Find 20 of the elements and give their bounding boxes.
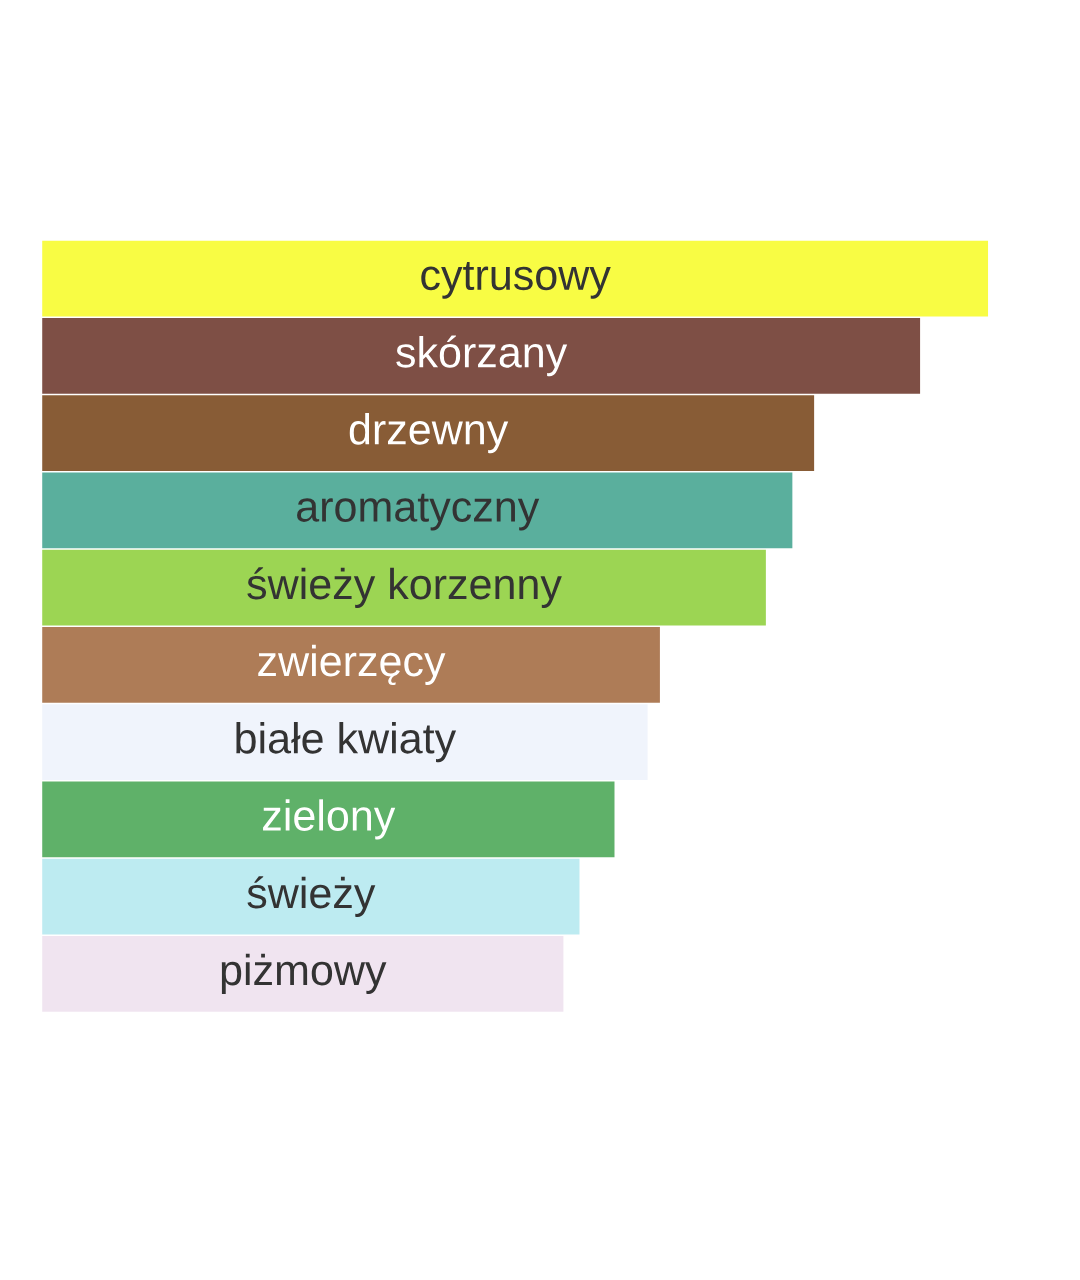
y-tick-label: zwierzęcy xyxy=(258,644,446,685)
y-tick-label: cytrusowy xyxy=(421,261,611,299)
bar xyxy=(42,318,921,394)
y-tick-label: zielony xyxy=(263,799,396,840)
y-tick-label: drzewny xyxy=(349,413,509,454)
y-tick-label: świeży xyxy=(247,876,376,917)
y-tick-label: skórzany xyxy=(396,335,568,377)
bar xyxy=(42,704,648,780)
bar xyxy=(42,395,815,471)
bar xyxy=(42,858,580,935)
bar xyxy=(42,627,660,703)
bar xyxy=(42,472,793,549)
bar xyxy=(42,240,989,317)
y-tick-label: aromatyczny xyxy=(297,493,540,531)
bar xyxy=(42,549,766,626)
y-tick-label: piżmowy xyxy=(221,953,387,994)
y-tick-label: białe kwiaty xyxy=(236,722,457,763)
bar xyxy=(42,781,615,858)
y-tick-label: świeży korzenny xyxy=(247,567,562,608)
bar xyxy=(42,936,564,1012)
